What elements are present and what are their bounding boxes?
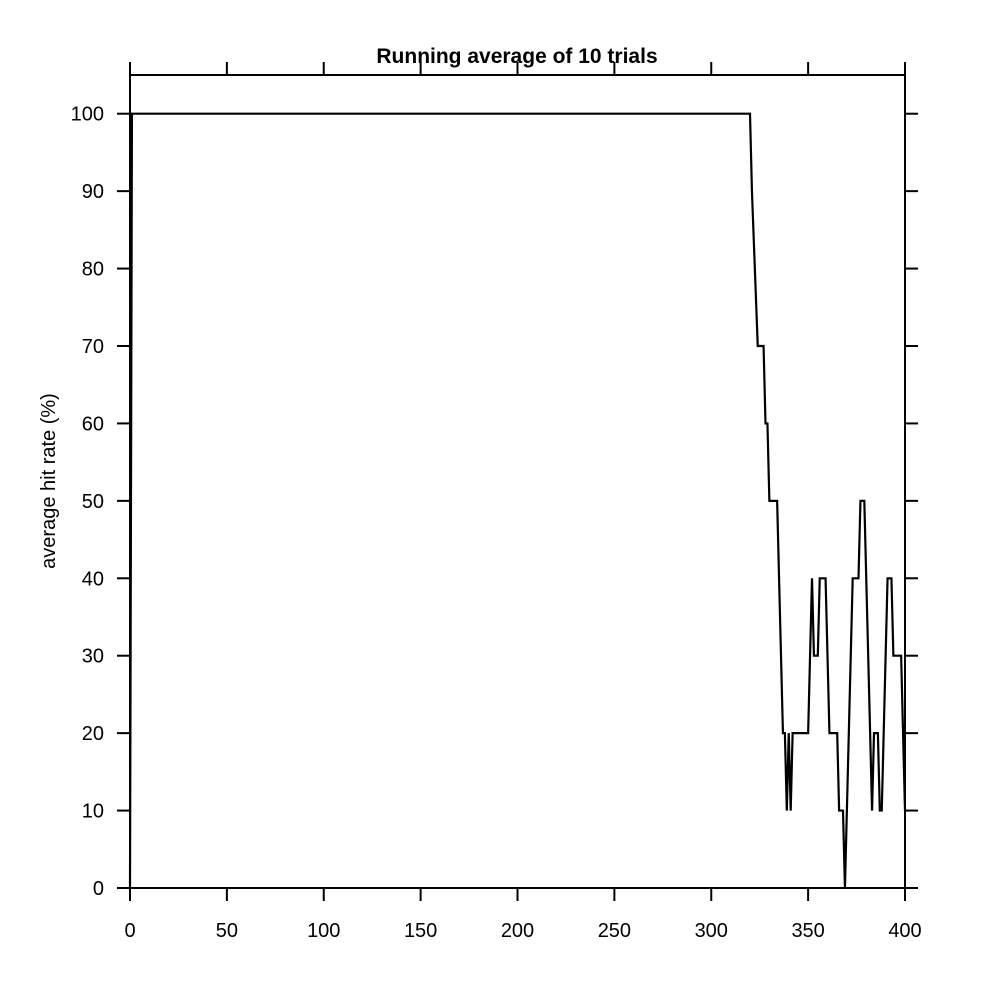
x-tick-label: 100 (307, 920, 340, 942)
y-tick-label: 90 (82, 181, 104, 203)
x-tick-label: 400 (888, 920, 921, 942)
y-tick-label: 40 (82, 568, 104, 590)
y-tick-label: 10 (82, 801, 104, 823)
y-tick-label: 20 (82, 723, 104, 745)
y-axis: 0 10 20 30 40 50 60 70 80 90 100 (71, 104, 918, 900)
x-tick-label: 150 (404, 920, 437, 942)
chart-title: Running average of 10 trials (376, 45, 657, 68)
y-tick-label: 0 (93, 878, 104, 900)
x-tick-label: 0 (124, 920, 135, 942)
y-tick-label: 80 (82, 259, 104, 281)
y-tick-label: 70 (82, 336, 104, 358)
y-tick-label: 100 (71, 104, 104, 126)
x-tick-label: 200 (501, 920, 534, 942)
y-tick-label: 50 (82, 491, 104, 513)
y-tick-label: 30 (82, 646, 104, 668)
y-axis-label: average hit rate (%) (38, 393, 60, 569)
series-line (128, 112, 907, 889)
x-tick-label: 250 (598, 920, 631, 942)
series-layer (128, 112, 907, 889)
x-axis: 0 50 100 150 200 250 300 350 400 (124, 62, 922, 942)
x-tick-label: 350 (791, 920, 824, 942)
x-tick-label: 300 (695, 920, 728, 942)
y-tick-label: 60 (82, 413, 104, 435)
x-tick-label: 50 (216, 920, 238, 942)
